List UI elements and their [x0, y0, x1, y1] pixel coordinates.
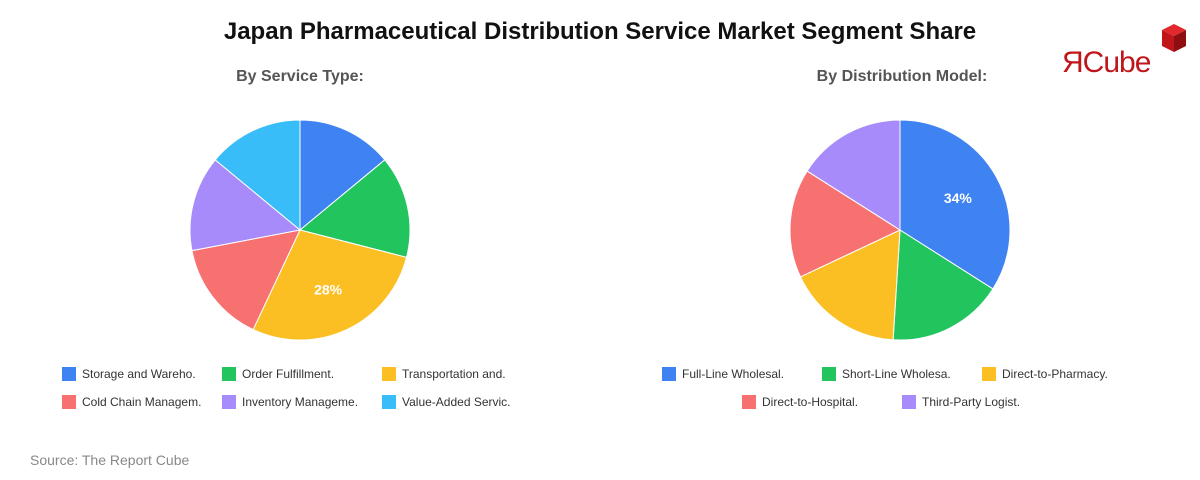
pie-data-label: 28% — [314, 282, 343, 298]
legend-label: Third-Party Logist. — [922, 395, 1021, 409]
legend-item-third-party-logist[interactable]: Third-Party Logist. — [900, 388, 1060, 416]
source-note: Source: The Report Cube — [30, 452, 190, 468]
legend-label: Direct-to-Pharmacy. — [1002, 367, 1108, 381]
legend-label: Storage and Wareho. — [82, 367, 196, 381]
legend-label: Value-Added Servic. — [402, 395, 511, 409]
pie-slice-short-line-wholesa — [892, 229, 994, 341]
legend-swatch — [822, 367, 836, 381]
legend-swatch — [902, 395, 916, 409]
legend-swatch — [662, 367, 676, 381]
legend-label: Transportation and. — [402, 367, 506, 381]
legend-item-direct-to-hospital[interactable]: Direct-to-Hospital. — [740, 388, 900, 416]
legend-item-inventory-manageme[interactable]: Inventory Manageme. — [220, 388, 380, 416]
pie-data-label: 34% — [944, 190, 973, 206]
legend-item-short-line-wholesa[interactable]: Short-Line Wholesa. — [820, 360, 980, 388]
legend-label: Cold Chain Managem. — [82, 395, 202, 409]
legend-label: Order Fulfillment. — [242, 367, 335, 381]
legend-label: Short-Line Wholesa. — [842, 367, 951, 381]
chart-title-distribution-model: By Distribution Model: — [816, 68, 988, 85]
legend-distribution-model: Full-Line Wholesal. Short-Line Wholesa. Di… — [620, 360, 1180, 416]
legend-label: Direct-to-Hospital. — [762, 395, 859, 409]
pie-slice-third-party-logist — [806, 119, 901, 231]
page-title: Japan Pharmaceutical Distribution Servic… — [223, 18, 977, 45]
legend-swatch — [222, 367, 236, 381]
legend-item-value-added-servic[interactable]: Value-Added Servic. — [380, 388, 540, 416]
legend-swatch — [62, 367, 76, 381]
legend-item-direct-to-pharmacy[interactable]: Direct-to-Pharmacy. — [980, 360, 1140, 388]
legend-swatch — [382, 367, 396, 381]
pie-chart-service-type: 28% — [189, 119, 411, 341]
legend-swatch — [382, 395, 396, 409]
legend-item-storage-and-wareho[interactable]: Storage and Wareho. — [60, 360, 220, 388]
logo-text: ЯCube — [1062, 46, 1151, 79]
legend-label: Full-Line Wholesal. — [682, 367, 785, 381]
pie-slice-direct-to-hospital — [789, 170, 902, 278]
legend-label: Inventory Manageme. — [242, 395, 359, 409]
legend-service-type: Storage and Wareho. Order Fulfillment. Tra… — [20, 360, 580, 416]
legend-swatch — [982, 367, 996, 381]
pie-slice-inventory-manageme — [189, 159, 302, 252]
pie-slice-transportation-and — [252, 229, 408, 341]
legend-swatch — [62, 395, 76, 409]
legend-swatch — [222, 395, 236, 409]
pie-slice-direct-to-pharmacy — [799, 229, 901, 341]
pie-slice-storage-and-wareho — [299, 119, 386, 232]
cube-icon — [1162, 24, 1186, 52]
legend-item-cold-chain-managem[interactable]: Cold Chain Managem. — [60, 388, 220, 416]
legend-swatch — [742, 395, 756, 409]
legend-item-full-line-wholesal[interactable]: Full-Line Wholesal. — [660, 360, 820, 388]
pie-chart-distribution-model: 34% — [789, 119, 1011, 341]
pie-slice-order-fulfillment — [298, 159, 411, 258]
legend-item-transportation-and[interactable]: Transportation and. — [380, 360, 540, 388]
report-cube-logo: ЯCube — [1058, 22, 1188, 84]
legend-item-order-fulfillment[interactable]: Order Fulfillment. — [220, 360, 380, 388]
pie-slice-full-line-wholesal — [899, 119, 1011, 290]
pie-slice-cold-chain-managem — [191, 229, 301, 331]
chart-title-service-type: By Service Type: — [236, 68, 364, 85]
pie-slice-value-added-servic — [214, 119, 301, 232]
